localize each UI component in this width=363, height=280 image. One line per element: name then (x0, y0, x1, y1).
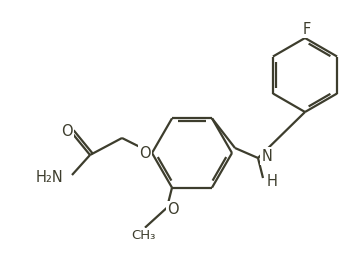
Text: F: F (303, 22, 311, 36)
Text: H: H (266, 174, 277, 188)
Text: N: N (262, 148, 273, 164)
Text: H₂N: H₂N (35, 169, 63, 185)
Text: O: O (167, 202, 179, 217)
Text: O: O (139, 146, 151, 160)
Text: CH₃: CH₃ (131, 229, 155, 242)
Text: O: O (61, 123, 73, 139)
